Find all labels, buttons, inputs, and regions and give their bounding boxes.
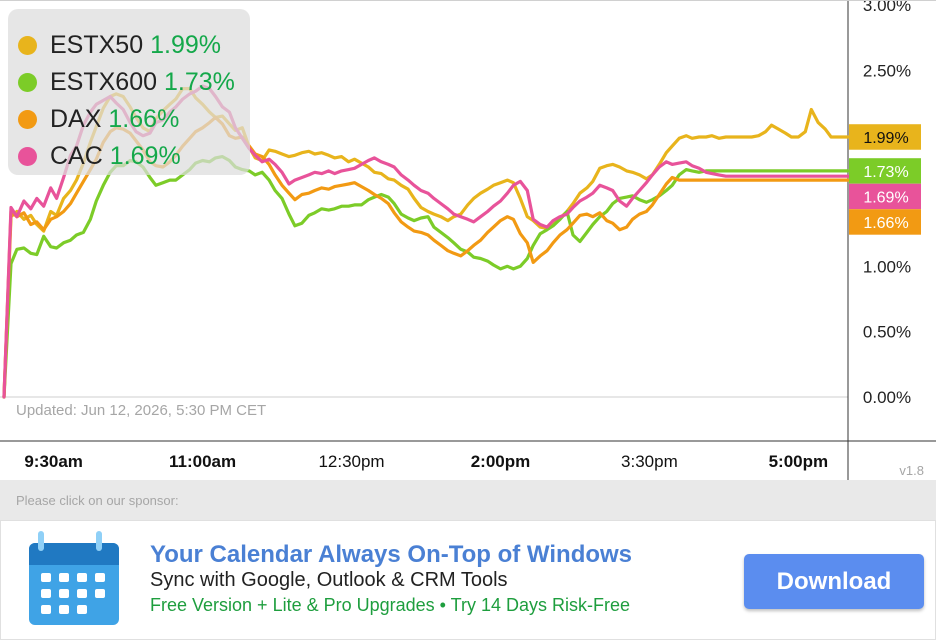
legend-value-estx600: 1.73% — [164, 67, 235, 96]
legend-name-estx50: ESTX50 — [50, 30, 144, 59]
updated-timestamp: Updated: Jun 12, 2026, 5:30 PM CET — [16, 402, 267, 419]
legend-item-dax: DAX 1.66% — [18, 102, 179, 136]
value-tag-label-cac: 1.69% — [863, 189, 908, 206]
legend-dot-cac — [18, 146, 37, 166]
y-tick-label: 2.50% — [863, 61, 911, 80]
value-tag-cac — [849, 183, 921, 210]
value-tag-dax — [849, 209, 921, 235]
value-tag-label-estx50: 1.99% — [863, 130, 908, 147]
y-tick-label: 0.50% — [863, 323, 911, 342]
x-tick-label: 3:30pm — [621, 452, 678, 471]
ad-subtitle: Sync with Google, Outlook & CRM Tools — [150, 569, 508, 591]
chart-area: 0.00%0.50%1.00%1.50%2.00%2.50%3.00%9:30a… — [0, 0, 936, 481]
legend-value-dax: 1.66% — [108, 104, 180, 133]
legend-item-cac: CAC 1.69% — [18, 139, 181, 173]
legend-item-estx600: ESTX600 1.73% — [18, 65, 235, 99]
value-tag-label-dax: 1.66% — [863, 215, 908, 232]
legend-dot-estx50 — [18, 35, 37, 55]
chart-legend: ESTX50 1.99% ESTX600 1.73% DAX 1.66% CAC… — [8, 9, 250, 175]
legend-item-estx50: ESTX50 1.99% — [18, 28, 221, 62]
legend-dot-dax — [18, 109, 37, 129]
sponsor-ad[interactable]: Your Calendar Always On-Top of Windows S… — [0, 520, 936, 640]
legend-name-dax: DAX — [50, 104, 102, 133]
value-tag-estx600 — [849, 158, 921, 184]
ad-promo-text: Free Version + Lite & Pro Upgrades • Try… — [150, 595, 630, 615]
calendar-icon[interactable] — [27, 529, 121, 627]
sponsor-label: Please click on our sponsor: — [16, 493, 179, 508]
x-tick-label: 11:00am — [169, 452, 236, 471]
sponsor-bar: Please click on our sponsor: — [0, 480, 936, 520]
legend-value-estx50: 1.99% — [150, 30, 221, 59]
legend-name-estx600: ESTX600 — [50, 67, 158, 96]
x-tick-label: 2:00pm — [471, 452, 531, 471]
y-tick-label: 3.00% — [863, 1, 911, 15]
legend-dot-estx600 — [18, 72, 37, 92]
y-tick-label: 1.00% — [863, 257, 911, 276]
value-tag-label-estx600: 1.73% — [863, 164, 908, 181]
y-tick-label: 0.00% — [863, 388, 911, 407]
x-tick-label: 5:00pm — [769, 452, 829, 471]
x-tick-label: 12:30pm — [318, 452, 384, 471]
x-tick-label: 9:30am — [24, 452, 83, 471]
legend-name-cac: CAC — [50, 141, 103, 170]
ad-title[interactable]: Your Calendar Always On-Top of Windows — [150, 541, 633, 568]
download-button[interactable]: Download — [744, 554, 924, 609]
version-label: v1.8 — [899, 463, 924, 478]
legend-value-cac: 1.69% — [109, 141, 181, 170]
index-performance-chart: 0.00%0.50%1.00%1.50%2.00%2.50%3.00%9:30a… — [0, 1, 936, 481]
value-tag-estx50 — [849, 124, 921, 150]
